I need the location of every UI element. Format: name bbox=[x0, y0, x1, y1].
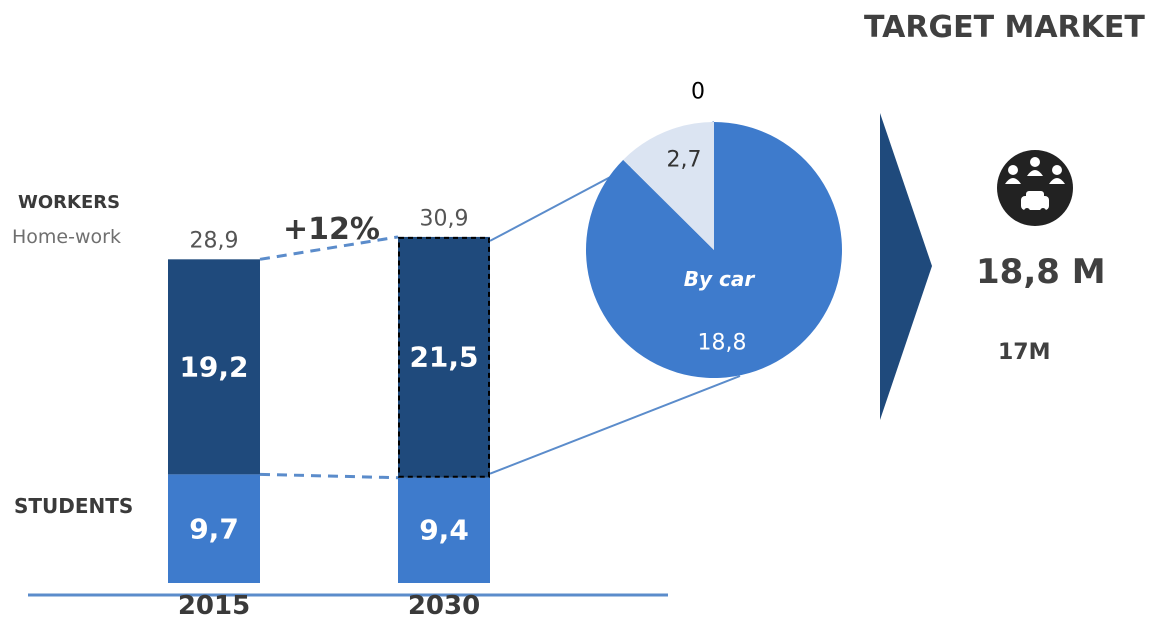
highlight-outline bbox=[398, 236, 490, 478]
target-market-subvalue: 17M bbox=[998, 340, 1051, 365]
car-body-icon bbox=[1021, 196, 1049, 210]
students-value-2015: 9,7 bbox=[189, 512, 239, 546]
year-label-2030: 2030 bbox=[407, 591, 481, 621]
year-label-2015: 2015 bbox=[177, 591, 251, 621]
pie-label-zero: 0 bbox=[691, 79, 705, 105]
total-label-2015: 28,9 bbox=[189, 228, 239, 254]
car-wheel-left-icon bbox=[1024, 208, 1030, 214]
pie-slice-other-1 bbox=[623, 122, 714, 250]
bar-workers-2015 bbox=[168, 259, 260, 475]
arrow-chevron bbox=[880, 113, 932, 420]
target-market-title: TARGET MARKET bbox=[864, 10, 1145, 45]
workers-value-2015: 19,2 bbox=[179, 350, 249, 384]
car-wheel-right-icon bbox=[1040, 208, 1046, 214]
connector-top bbox=[259, 235, 399, 261]
students-value-2030: 9,4 bbox=[419, 513, 469, 547]
workers-value-2030: 21,5 bbox=[409, 340, 479, 374]
total-label-2030: 30,9 bbox=[419, 206, 469, 232]
car-roof-icon bbox=[1026, 191, 1044, 199]
pie-label-by-car-name: By car bbox=[683, 267, 755, 291]
pie-label-other: 2,7 bbox=[666, 147, 702, 173]
person-head-icon-1 bbox=[1030, 157, 1040, 167]
person-body-icon-0 bbox=[1005, 178, 1021, 184]
workers-label: WORKERS bbox=[18, 192, 121, 213]
bar-students-2015 bbox=[168, 474, 260, 583]
target-market-value: 18,8 M bbox=[976, 252, 1106, 292]
bar-workers-2030 bbox=[398, 236, 490, 478]
person-body-icon-1 bbox=[1027, 170, 1043, 176]
person-head-icon-0 bbox=[1008, 165, 1018, 175]
bar-students-2030 bbox=[398, 477, 490, 583]
person-head-icon-2 bbox=[1052, 165, 1062, 175]
growth-label: +12% bbox=[283, 212, 380, 247]
workers-subtitle: Home-work bbox=[12, 226, 121, 248]
pie-label-by-car-value: 18,8 bbox=[697, 330, 747, 356]
connector-bottom bbox=[259, 472, 399, 480]
students-label: STUDENTS bbox=[14, 494, 134, 518]
zoom-line-bottom bbox=[489, 375, 741, 475]
person-body-icon-2 bbox=[1049, 178, 1065, 184]
